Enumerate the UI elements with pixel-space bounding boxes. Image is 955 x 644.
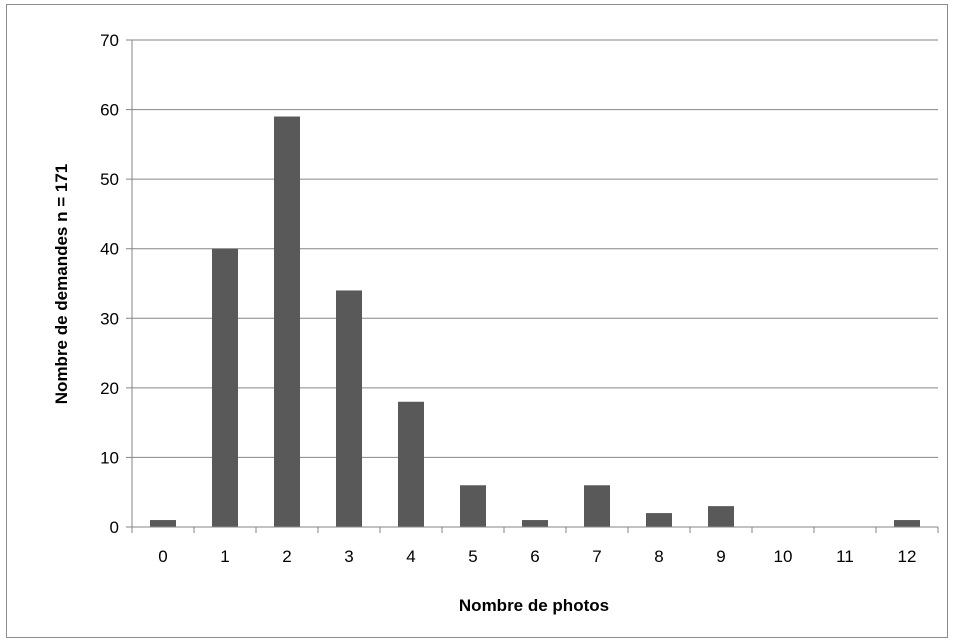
- x-tick-label: 8: [654, 547, 663, 566]
- x-tick-labels: 0 1 2 3 4 5 6 7 8 9 10 11 12: [158, 547, 916, 566]
- y-tick-label: 50: [100, 170, 119, 189]
- x-tick-label: 3: [344, 547, 353, 566]
- x-tick-label: 2: [282, 547, 291, 566]
- y-tick-label: 40: [100, 240, 119, 259]
- bar-12: [894, 520, 920, 527]
- bar-8: [646, 513, 672, 527]
- bar-9: [708, 506, 734, 527]
- x-tick-label: 12: [898, 547, 917, 566]
- y-tick-label: 0: [110, 518, 119, 537]
- y-tick-labels: 0 10 20 30 40 50 60 70: [100, 31, 119, 537]
- bar-6: [522, 520, 548, 527]
- y-tick-label: 70: [100, 31, 119, 50]
- x-tick-label: 5: [468, 547, 477, 566]
- y-tick-label: 20: [100, 379, 119, 398]
- y-tick-label: 10: [100, 448, 119, 467]
- x-tick-label: 1: [220, 547, 229, 566]
- y-tick-label: 30: [100, 309, 119, 328]
- y-axis-title: Nombre de demandes n = 171: [52, 164, 71, 404]
- bar-2: [274, 116, 300, 528]
- y-tick-label: 60: [100, 101, 119, 120]
- x-tick-label: 11: [836, 547, 854, 566]
- x-tick-label: 6: [530, 547, 539, 566]
- axes: [126, 39, 939, 533]
- bar-1: [212, 248, 238, 527]
- bar-7: [584, 485, 610, 527]
- x-tick-label: 7: [592, 547, 601, 566]
- x-tick-label: 9: [716, 547, 725, 566]
- bars: [150, 116, 920, 528]
- x-axis-title: Nombre de photos: [459, 596, 609, 615]
- x-tick-label: 0: [158, 547, 167, 566]
- bar-5: [460, 485, 486, 527]
- bar-3: [336, 290, 362, 527]
- bar-4: [398, 401, 424, 527]
- bar-0: [150, 520, 176, 527]
- gridlines: [132, 39, 938, 458]
- x-tick-label: 10: [774, 547, 793, 566]
- x-tick-label: 4: [406, 547, 415, 566]
